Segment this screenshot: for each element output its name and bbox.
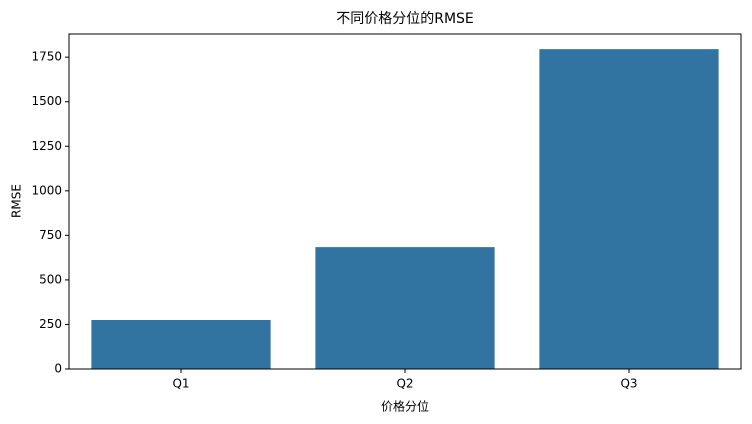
y-tick-label: 500 <box>39 272 62 286</box>
x-tick-label: Q2 <box>396 377 413 391</box>
y-tick-label: 1250 <box>31 139 62 153</box>
y-tick-label: 1750 <box>31 50 62 64</box>
x-tick-label: Q3 <box>620 377 637 391</box>
bar <box>315 247 495 369</box>
plot-frame <box>68 33 742 370</box>
x-axis-label: 价格分位 <box>381 399 429 414</box>
y-tick-label: 750 <box>39 228 62 242</box>
bar <box>91 319 271 369</box>
y-axis-label: RMSE <box>10 184 24 218</box>
chart-title: 不同价格分位的RMSE <box>336 11 474 27</box>
y-tick-label: 1000 <box>31 183 62 197</box>
y-tick-label: 0 <box>54 362 62 376</box>
y-tick-label: 250 <box>39 317 62 331</box>
x-tick-label: Q1 <box>172 377 189 391</box>
y-tick-label: 1500 <box>31 94 62 108</box>
bar <box>539 49 719 370</box>
